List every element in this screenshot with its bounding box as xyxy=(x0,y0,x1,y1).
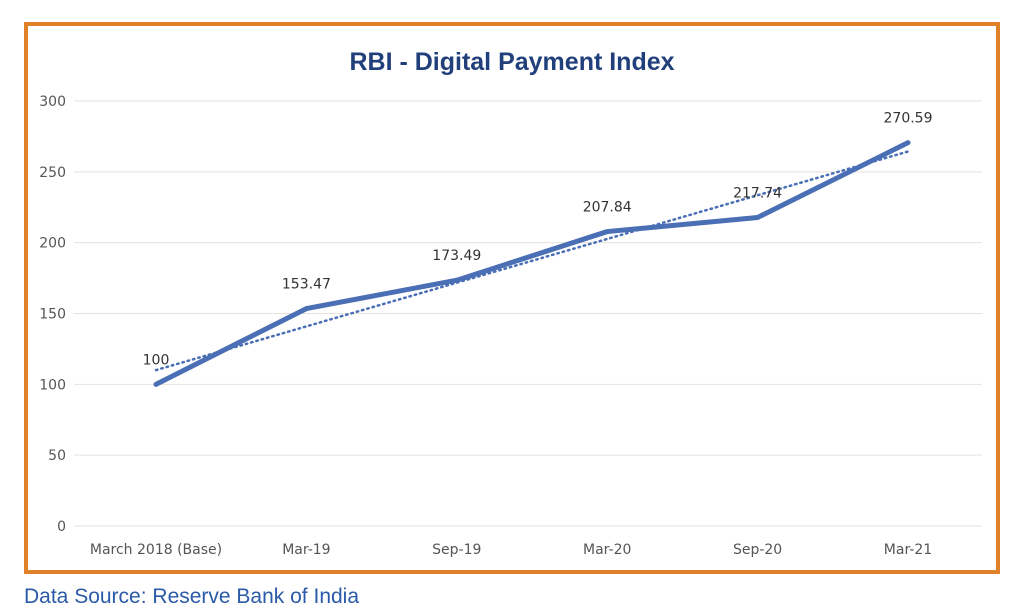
chart-title: RBI - Digital Payment Index xyxy=(349,48,675,76)
x-tick-label: Mar-20 xyxy=(583,542,631,558)
x-tick-label: March 2018 (Base) xyxy=(90,542,222,558)
data-label: 100 xyxy=(143,352,170,368)
grid-layer xyxy=(74,100,982,527)
y-tick-label: 150 xyxy=(39,307,66,323)
data-label: 153.47 xyxy=(282,277,331,293)
trendline-layer xyxy=(154,150,910,372)
y-tick-label: 300 xyxy=(39,94,66,110)
y-tick-label: 250 xyxy=(39,165,66,181)
x-axis-ticks: March 2018 (Base) Mar-19 Sep-19 Mar-20 Sep-2… xyxy=(90,542,932,558)
data-label: 217.74 xyxy=(733,186,782,202)
data-source-note: Data Source: Reserve Bank of India xyxy=(24,585,360,608)
x-tick-label: Sep-19 xyxy=(432,542,481,558)
line-chart: 0 50 100 150 200 250 300 March 2018 (Base) Mar-… xyxy=(39,94,982,558)
series-line xyxy=(153,140,911,387)
series-layer xyxy=(153,140,911,387)
trendline xyxy=(154,150,910,372)
x-tick-label: Mar-21 xyxy=(884,542,932,558)
data-label: 270.59 xyxy=(884,111,933,127)
data-label: 173.49 xyxy=(432,248,481,264)
chart-frame: RBI - Digital Payment Index 0 50 100 150 200… xyxy=(24,22,1000,574)
y-tick-label: 200 xyxy=(39,236,66,252)
y-tick-label: 50 xyxy=(48,448,66,464)
x-tick-label: Sep-20 xyxy=(733,542,782,558)
y-tick-label: 100 xyxy=(39,377,66,393)
x-tick-label: Mar-19 xyxy=(282,542,330,558)
y-axis-ticks: 0 50 100 150 200 250 300 xyxy=(39,94,66,535)
y-tick-label: 0 xyxy=(57,519,66,535)
data-labels: 100 153.47 173.49 207.84 217.74 270.59 xyxy=(143,111,933,369)
data-label: 207.84 xyxy=(583,200,632,216)
